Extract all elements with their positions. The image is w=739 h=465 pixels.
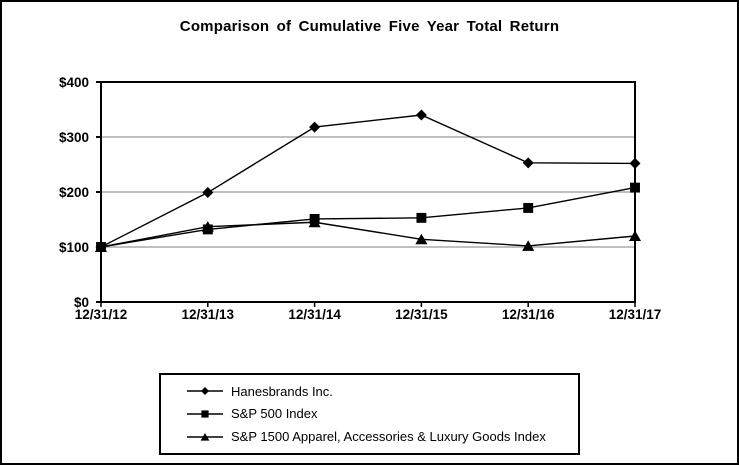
y-axis-tick-label: $300 xyxy=(59,130,89,145)
x-axis-tick-label: 12/31/15 xyxy=(395,307,448,322)
legend-label-sp1500-apparel: S&P 1500 Apparel, Accessories & Luxury G… xyxy=(231,429,546,445)
diamond-marker-icon xyxy=(629,157,641,169)
diamond-marker-icon xyxy=(415,109,427,121)
x-axis-tick-label: 12/31/16 xyxy=(502,307,555,322)
y-axis-tick-label: $0 xyxy=(74,295,89,310)
square-marker-icon xyxy=(187,408,223,420)
triangle-marker-icon xyxy=(522,240,535,251)
triangle-marker-icon xyxy=(187,431,223,443)
triangle-marker-icon xyxy=(201,221,214,232)
y-axis-tick-label: $200 xyxy=(59,185,89,200)
x-axis-tick-label: 12/31/13 xyxy=(182,307,235,322)
triangle-marker-icon xyxy=(628,230,642,241)
legend-item-sp1500-apparel: S&P 1500 Apparel, Accessories & Luxury G… xyxy=(187,429,570,444)
legend-item-hanesbrands: Hanesbrands Inc. xyxy=(187,384,570,399)
diamond-marker-icon xyxy=(202,187,214,199)
x-axis-tick-label: 12/31/12 xyxy=(75,307,128,322)
diamond-marker-icon xyxy=(201,387,209,396)
y-axis-tick-label: $100 xyxy=(59,240,89,255)
triangle-marker-icon xyxy=(308,216,321,228)
x-axis-tick-label: 12/31/17 xyxy=(609,307,662,322)
diamond-marker-icon xyxy=(309,121,321,133)
legend: Hanesbrands Inc. S&P 500 Index S&P 1500 … xyxy=(159,373,580,455)
triangle-marker-icon xyxy=(94,241,108,252)
legend-label-hanesbrands: Hanesbrands Inc. xyxy=(231,383,333,399)
legend-label-sp500: S&P 500 Index xyxy=(231,406,318,422)
series-line xyxy=(100,114,636,248)
series-line xyxy=(100,186,636,248)
legend-item-sp500: S&P 500 Index xyxy=(187,406,570,421)
triangle-marker-icon xyxy=(200,432,210,441)
y-axis-tick-label: $400 xyxy=(59,75,89,90)
series-line xyxy=(100,221,636,248)
x-axis-tick-label: 12/31/14 xyxy=(288,307,341,322)
diamond-marker-icon xyxy=(522,157,534,169)
square-marker-icon xyxy=(523,203,534,213)
chart-title: Comparison of Cumulative Five Year Total… xyxy=(179,18,560,35)
triangle-marker-icon xyxy=(415,233,428,245)
square-marker-icon xyxy=(630,182,640,193)
diamond-marker-icon xyxy=(187,385,223,397)
square-marker-icon xyxy=(201,410,209,418)
square-marker-icon xyxy=(416,212,427,223)
